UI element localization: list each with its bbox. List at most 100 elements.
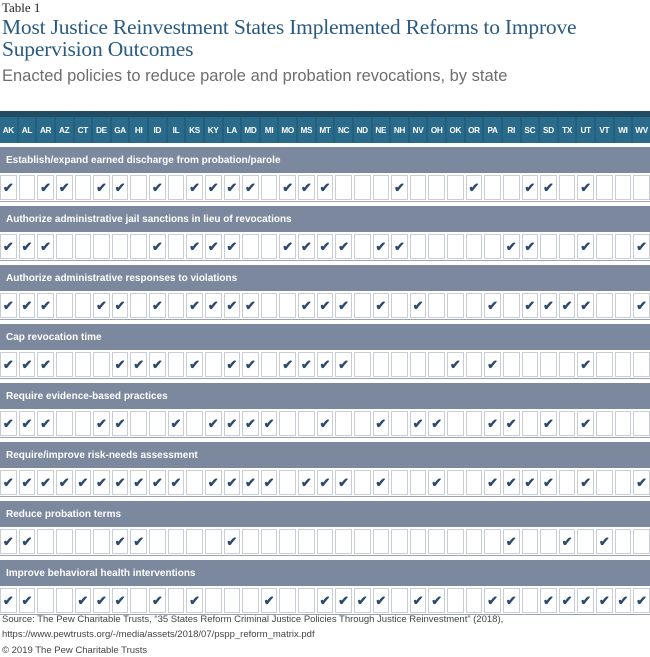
state-cell-ky: ✔ [204,470,222,495]
check-icon: ✔ [244,415,256,431]
state-cell-id [149,411,166,436]
state-cell-ks [186,529,203,554]
state-cell-mt: ✔ [316,293,334,318]
state-cell-id: ✔ [149,234,166,259]
check-icon: ✔ [598,592,610,608]
state-cell-la: ✔ [223,234,241,259]
state-header-ky: KY [204,117,222,143]
state-cell-ct [74,175,92,200]
state-cell-ks: ✔ [186,352,203,377]
state-cell-nd [353,352,371,377]
state-cell-nd [353,175,371,200]
check-icon: ✔ [468,179,480,195]
check-icon: ✔ [226,533,238,549]
state-cell-sc [521,588,539,613]
state-cell-wv: ✔ [633,470,650,495]
state-cell-nh [391,588,408,613]
state-cell-ct [74,234,92,259]
state-header-ms: MS [298,117,315,143]
check-icon: ✔ [636,592,648,608]
state-cell-sc [521,411,539,436]
state-cell-mi [260,234,278,259]
state-cell-nv [409,529,427,554]
state-cell-nc: ✔ [335,234,352,259]
check-icon: ✔ [58,474,70,490]
state-cell-la: ✔ [223,411,241,436]
check-icon: ✔ [114,179,126,195]
state-cell-ne: ✔ [372,588,390,613]
state-cell-sc: ✔ [521,470,539,495]
check-icon: ✔ [2,415,14,431]
state-cell-sc [521,352,539,377]
state-cell-id: ✔ [149,293,166,318]
check-icon: ✔ [524,238,536,254]
check-icon: ✔ [338,356,350,372]
check-icon: ✔ [375,474,387,490]
state-cell-mi [260,293,278,318]
state-cell-la: ✔ [223,175,241,200]
policy-row: ✔ ✔ ✔ ✔ ✔ ✔ ✔ ✔ ✔ ✔ ✔ ✔ ✔ ✔ ✔ ✔ ✔ ✔ ✔ ✔ ✔ ✔ [0,588,650,613]
check-icon: ✔ [21,297,33,313]
check-icon: ✔ [580,238,592,254]
state-cell-ky [204,588,222,613]
state-header-hi: HI [130,117,147,143]
check-icon: ✔ [114,474,126,490]
state-cell-tx [558,175,576,200]
check-icon: ✔ [263,415,275,431]
state-cell-ne [372,175,390,200]
state-cell-ok [447,293,464,318]
check-icon: ✔ [300,297,312,313]
check-icon: ✔ [40,474,52,490]
state-cell-ms: ✔ [298,470,315,495]
state-cell-nh [391,293,408,318]
state-cell-il [167,234,185,259]
state-header-tx: TX [558,117,576,143]
state-cell-wv: ✔ [633,293,650,318]
state-cell-md [242,234,259,259]
check-icon: ✔ [244,474,256,490]
state-cell-oh [428,234,445,259]
check-icon: ✔ [226,415,238,431]
check-icon: ✔ [77,474,89,490]
check-icon: ✔ [151,179,163,195]
check-icon: ✔ [207,474,219,490]
state-header-sd: SD [540,117,557,143]
state-cell-md: ✔ [242,470,259,495]
state-cell-mi [260,529,278,554]
state-cell-ak: ✔ [0,293,17,318]
check-icon: ✔ [114,592,126,608]
state-cell-id: ✔ [149,352,166,377]
state-cell-nh: ✔ [391,175,408,200]
state-header-pa: PA [484,117,501,143]
header-stripe [0,111,650,117]
policy-row: ✔ ✔ ✔ ✔ ✔ ✔ ✔ ✔ ✔ ✔ ✔ ✔ ✔ ✔ ✔ ✔ ✔ [0,234,650,259]
check-icon: ✔ [300,356,312,372]
check-icon: ✔ [580,179,592,195]
state-cell-wv: ✔ [633,234,650,259]
check-icon: ✔ [412,415,424,431]
state-cell-md: ✔ [242,352,259,377]
check-icon: ✔ [21,592,33,608]
check-icon: ✔ [40,297,52,313]
state-cell-ri [502,352,520,377]
check-icon: ✔ [226,356,238,372]
state-cell-nc: ✔ [335,588,352,613]
check-icon: ✔ [151,238,163,254]
policy-header: Require/improve risk-needs assessment [0,442,650,468]
state-cell-id: ✔ [149,588,166,613]
check-icon: ✔ [524,297,536,313]
state-cell-ar: ✔ [37,411,54,436]
state-cell-vt [596,293,613,318]
state-header-row: AK AL AR AZ CT DE GA HI ID IL KS KY LA MD MI MO MS MT NC ND… [0,117,650,143]
check-icon: ✔ [505,238,517,254]
state-cell-or: ✔ [465,175,483,200]
check-icon: ✔ [170,474,182,490]
state-cell-vt [596,175,613,200]
state-cell-nv [409,352,427,377]
state-cell-nv: ✔ [409,411,427,436]
state-cell-oh [428,175,445,200]
state-cell-wi [614,234,632,259]
state-cell-mi: ✔ [260,411,278,436]
state-cell-vt [596,470,613,495]
state-cell-az [55,529,73,554]
